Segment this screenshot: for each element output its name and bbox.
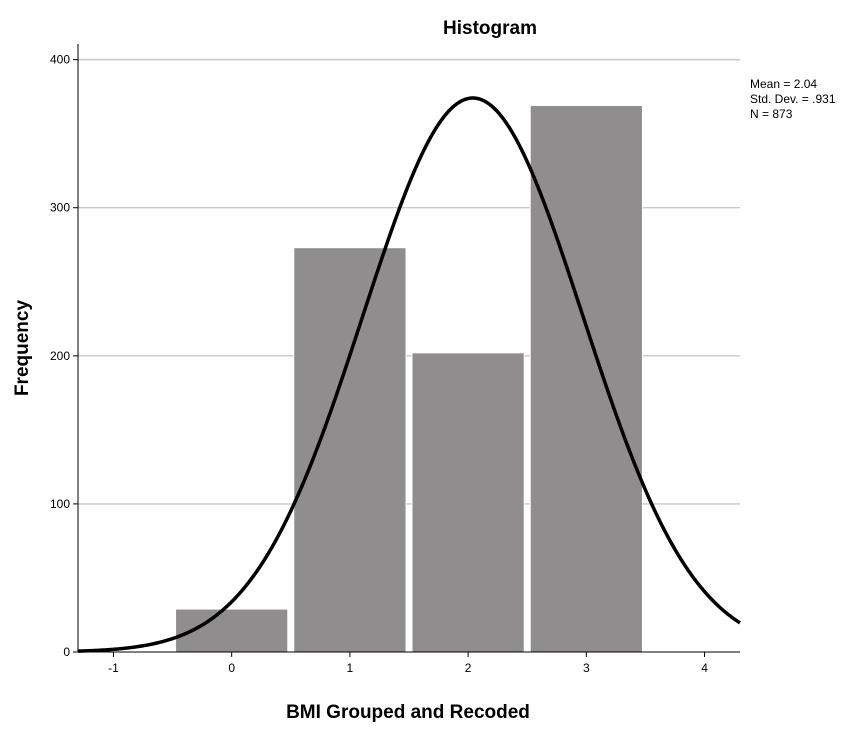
x-tick-label: 1 bbox=[347, 661, 354, 675]
histogram-bar-1 bbox=[293, 247, 407, 653]
x-tick-label: 0 bbox=[228, 661, 235, 675]
axes bbox=[73, 44, 740, 657]
y-tick-label: 400 bbox=[50, 53, 70, 67]
stats-mean: Mean = 2.04 bbox=[750, 77, 817, 91]
x-tick-label: 2 bbox=[465, 661, 472, 675]
x-axis-title: BMI Grouped and Recoded bbox=[286, 702, 530, 723]
normal-curve-layer bbox=[77, 96, 741, 653]
histogram-bar-3 bbox=[529, 105, 643, 653]
normal-curve bbox=[77, 96, 741, 653]
x-tick-label: 4 bbox=[701, 661, 708, 675]
x-tick-label: 3 bbox=[583, 661, 590, 675]
chart-title: Histogram bbox=[443, 18, 537, 39]
x-tick-label: -1 bbox=[108, 661, 119, 675]
histogram-bar-2 bbox=[411, 352, 525, 653]
y-axis-title: Frequency bbox=[12, 300, 33, 397]
y-tick-label: 0 bbox=[63, 645, 70, 659]
stats-std-dev: Std. Dev. = .931 bbox=[750, 92, 836, 106]
y-tick-label: 200 bbox=[50, 349, 70, 363]
y-tick-label: 300 bbox=[50, 201, 70, 215]
stats-n: N = 873 bbox=[750, 107, 793, 121]
y-tick-labels: 0 100 200 300 400 bbox=[50, 53, 70, 659]
stats-box: Mean = 2.04 Std. Dev. = .931 N = 873 bbox=[750, 77, 836, 121]
x-tick-labels: -1 0 1 2 3 4 bbox=[108, 661, 708, 675]
y-tick-label: 100 bbox=[50, 497, 70, 511]
